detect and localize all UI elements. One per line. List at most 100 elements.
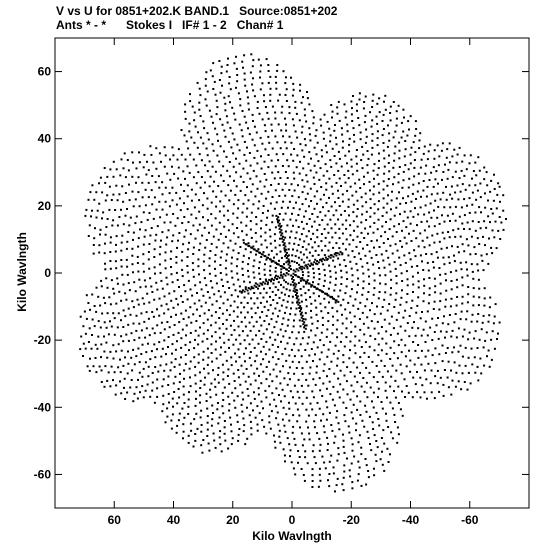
uv-point xyxy=(341,322,344,325)
uv-point xyxy=(395,231,398,233)
uv-point xyxy=(400,136,403,139)
uv-point xyxy=(252,409,254,412)
uv-point xyxy=(467,338,470,341)
uv-point xyxy=(387,178,390,180)
uv-point xyxy=(274,338,277,341)
uv-point xyxy=(481,321,484,324)
uv-point xyxy=(282,266,285,269)
uv-point xyxy=(233,380,236,382)
uv-point xyxy=(164,267,167,270)
uv-point xyxy=(262,251,265,254)
uv-point xyxy=(242,430,245,433)
uv-point xyxy=(372,391,375,394)
uv-point xyxy=(236,258,239,261)
uv-point xyxy=(433,300,436,303)
uv-point xyxy=(254,416,257,419)
uv-point xyxy=(195,182,198,185)
uv-point xyxy=(482,269,485,272)
uv-point xyxy=(239,175,242,178)
uv-point xyxy=(201,451,204,454)
uv-point xyxy=(380,253,383,256)
uv-point xyxy=(235,67,238,70)
uv-point xyxy=(197,334,200,337)
uv-point xyxy=(226,64,229,66)
uv-point xyxy=(289,218,292,221)
uv-point xyxy=(192,268,195,271)
uv-point xyxy=(162,403,165,406)
uv-point xyxy=(243,140,246,143)
uv-point xyxy=(461,284,464,287)
uv-point xyxy=(420,158,423,161)
uv-point xyxy=(141,343,144,346)
uv-point xyxy=(274,351,277,354)
uv-point xyxy=(275,363,278,366)
uv-point xyxy=(144,361,147,364)
uv-point xyxy=(347,177,350,180)
uv-point xyxy=(113,333,116,336)
uv-point xyxy=(169,178,172,181)
uv-point xyxy=(284,347,287,350)
uv-point xyxy=(156,288,159,291)
uv-point xyxy=(298,172,301,175)
uv-point xyxy=(423,391,426,394)
uv-point xyxy=(376,228,379,231)
uv-point xyxy=(375,254,378,256)
uv-point xyxy=(187,248,190,251)
uv-point xyxy=(188,349,190,352)
uv-point xyxy=(447,168,450,171)
uv-point xyxy=(293,242,296,245)
uv-point xyxy=(311,408,314,411)
uv-point xyxy=(238,285,241,288)
uv-point xyxy=(249,164,252,167)
uv-point xyxy=(265,246,268,249)
uv-point xyxy=(310,238,312,241)
uv-point xyxy=(376,239,378,242)
uv-point xyxy=(253,372,256,375)
uv-point xyxy=(211,360,214,363)
uv-point xyxy=(219,264,222,266)
uv-point xyxy=(296,390,299,393)
uv-point xyxy=(294,130,297,133)
uv-point xyxy=(236,80,239,83)
uv-point xyxy=(197,361,200,364)
uv-point xyxy=(279,147,282,150)
uv-point xyxy=(315,365,318,368)
uv-point xyxy=(417,172,420,175)
uv-point xyxy=(407,195,410,198)
uv-point xyxy=(206,197,209,200)
uv-point xyxy=(274,261,277,264)
uv-point xyxy=(342,140,344,143)
uv-point xyxy=(359,356,362,359)
uv-point xyxy=(355,245,358,248)
uv-point xyxy=(273,207,276,210)
uv-point xyxy=(320,419,322,422)
uv-point xyxy=(323,268,326,271)
uv-point xyxy=(104,268,107,271)
uv-point xyxy=(213,439,216,442)
uv-point xyxy=(256,367,259,370)
uv-point xyxy=(269,295,271,298)
uv-point xyxy=(195,397,197,400)
uv-point xyxy=(322,382,325,385)
uv-point xyxy=(257,287,259,290)
uv-point xyxy=(197,171,200,174)
uv-point xyxy=(228,161,231,163)
uv-point xyxy=(259,180,262,183)
uv-point xyxy=(396,426,399,429)
uv-point xyxy=(447,386,450,389)
uv-point xyxy=(215,340,217,343)
uv-point xyxy=(177,239,179,242)
uv-point xyxy=(458,364,461,367)
uv-point xyxy=(220,190,223,193)
uv-point xyxy=(132,306,135,309)
uv-point xyxy=(219,272,222,274)
uv-point xyxy=(124,356,126,359)
uv-point xyxy=(257,387,260,390)
uv-point xyxy=(391,235,394,238)
uv-point xyxy=(138,361,141,364)
uv-point xyxy=(399,213,401,216)
uv-point xyxy=(104,242,106,245)
uv-point xyxy=(454,191,457,194)
uv-point xyxy=(256,405,259,408)
uv-point xyxy=(336,336,339,339)
